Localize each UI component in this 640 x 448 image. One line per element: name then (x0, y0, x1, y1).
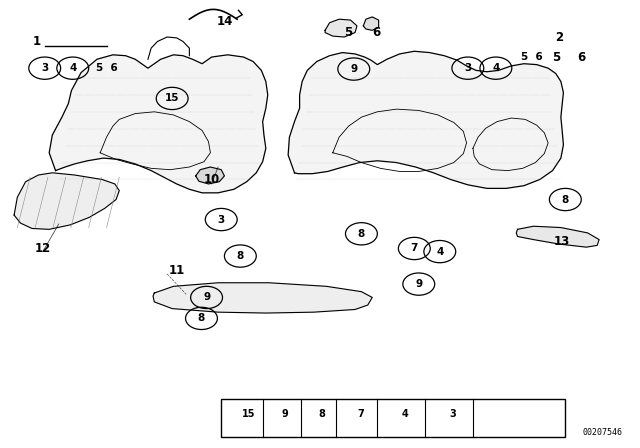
Text: 6: 6 (372, 26, 380, 39)
Polygon shape (14, 173, 119, 229)
Text: 15: 15 (243, 409, 256, 419)
Text: 5  6: 5 6 (96, 63, 118, 73)
Text: 9: 9 (203, 293, 210, 302)
Text: 5: 5 (344, 26, 353, 39)
Polygon shape (196, 167, 225, 184)
Text: 8: 8 (562, 194, 569, 205)
Text: 3: 3 (464, 63, 472, 73)
Text: 13: 13 (554, 235, 570, 248)
Text: 3: 3 (41, 63, 49, 73)
Polygon shape (288, 51, 563, 188)
Text: 9: 9 (350, 64, 357, 74)
Polygon shape (516, 226, 599, 247)
Text: 15: 15 (165, 94, 179, 103)
Text: 4: 4 (436, 246, 444, 257)
Polygon shape (325, 19, 357, 37)
Text: 3: 3 (449, 409, 456, 419)
Polygon shape (153, 283, 372, 313)
Text: 6: 6 (577, 51, 586, 64)
Polygon shape (49, 55, 268, 193)
Text: 7: 7 (411, 243, 418, 254)
Text: 9: 9 (415, 279, 422, 289)
Text: 10: 10 (204, 173, 220, 186)
Text: 8: 8 (198, 314, 205, 323)
Text: 11: 11 (168, 264, 185, 277)
Text: 4: 4 (492, 63, 500, 73)
Text: 7: 7 (357, 409, 364, 419)
Text: 8: 8 (319, 409, 326, 419)
Bar (221, 399, 565, 437)
Text: 9: 9 (282, 409, 289, 419)
Text: 1: 1 (33, 35, 40, 48)
Text: 3: 3 (218, 215, 225, 224)
Text: 14: 14 (216, 15, 232, 28)
Text: 5  6: 5 6 (521, 52, 543, 62)
Text: 8: 8 (358, 229, 365, 239)
Text: 8: 8 (237, 251, 244, 261)
Text: 00207546: 00207546 (582, 428, 623, 437)
Text: 4: 4 (69, 63, 76, 73)
Text: 12: 12 (35, 242, 51, 255)
Polygon shape (364, 17, 379, 30)
Text: 5: 5 (552, 51, 560, 64)
Text: 4: 4 (401, 409, 408, 419)
Text: 2: 2 (555, 30, 563, 43)
